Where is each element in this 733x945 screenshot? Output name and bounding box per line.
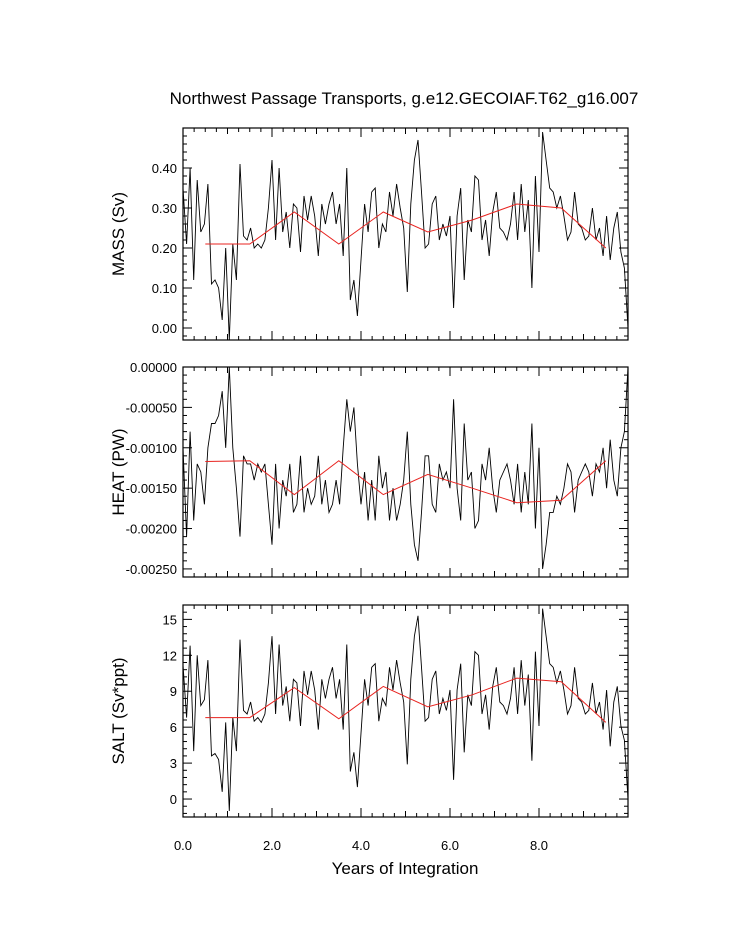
salt-y-axis-label: SALT (Sv*ppt): [109, 657, 128, 764]
salt-y-tick-label: 15: [163, 612, 177, 627]
mass-monthly-series-line: [182, 131, 629, 341]
heat-y-axis-label: HEAT (PW): [109, 428, 128, 515]
x-tick-label: 6.0: [441, 838, 459, 853]
heat-y-tick-label: -0.00250: [126, 562, 177, 577]
mass-annual-mean-line: [205, 203, 607, 249]
heat-y-tick-label: -0.00200: [126, 522, 177, 537]
x-axis-label: Years of Integration: [332, 859, 479, 878]
salt-panel: 0 3 6 9 12 15 SALT (Sv*ppt): [109, 604, 629, 818]
x-tick-label: 0.0: [174, 838, 192, 853]
heat-plot-frame: [182, 366, 629, 578]
x-tick-label: 2.0: [263, 838, 281, 853]
heat-monthly-series-line: [182, 366, 629, 569]
mass-plot-frame: [182, 127, 629, 341]
mass-y-tick-label: 0.20: [152, 241, 177, 256]
salt-y-tick-label: 12: [163, 648, 177, 663]
mass-y-tick-label: 0.30: [152, 201, 177, 216]
heat-y-tick-label: 0.00000: [130, 360, 177, 375]
chart-title: Northwest Passage Transports, g.e12.GECO…: [170, 89, 639, 108]
salt-y-tick-label: 0: [170, 792, 177, 807]
x-tick-labels: 0.0 2.0 4.0 6.0 8.0: [174, 838, 548, 853]
mass-y-tick-label: 0.40: [152, 161, 177, 176]
heat-y-tick-label: -0.00050: [126, 400, 177, 415]
mass-y-axis-label: MASS (Sv): [109, 192, 128, 276]
heat-panel: -0.00250 -0.00200 -0.00150 -0.00100 -0.00050…: [109, 360, 629, 578]
mass-panel: 0.00 0.10 0.20 0.30 0.40 MASS (Sv): [109, 127, 629, 341]
salt-y-tick-label: 6: [170, 720, 177, 735]
salt-plot-frame: [182, 604, 629, 818]
mass-y-tick-label: 0.10: [152, 281, 177, 296]
x-tick-label: 4.0: [352, 838, 370, 853]
heat-annual-mean-line: [205, 460, 607, 504]
mass-y-tick-label: 0.00: [152, 321, 177, 336]
salt-annual-mean-line: [205, 677, 607, 723]
heat-y-tick-label: -0.00150: [126, 481, 177, 496]
salt-y-tick-label: 3: [170, 756, 177, 771]
heat-y-tick-label: -0.00100: [126, 441, 177, 456]
x-tick-label: 8.0: [530, 838, 548, 853]
salt-monthly-series-line: [182, 608, 629, 812]
salt-y-tick-label: 9: [170, 684, 177, 699]
